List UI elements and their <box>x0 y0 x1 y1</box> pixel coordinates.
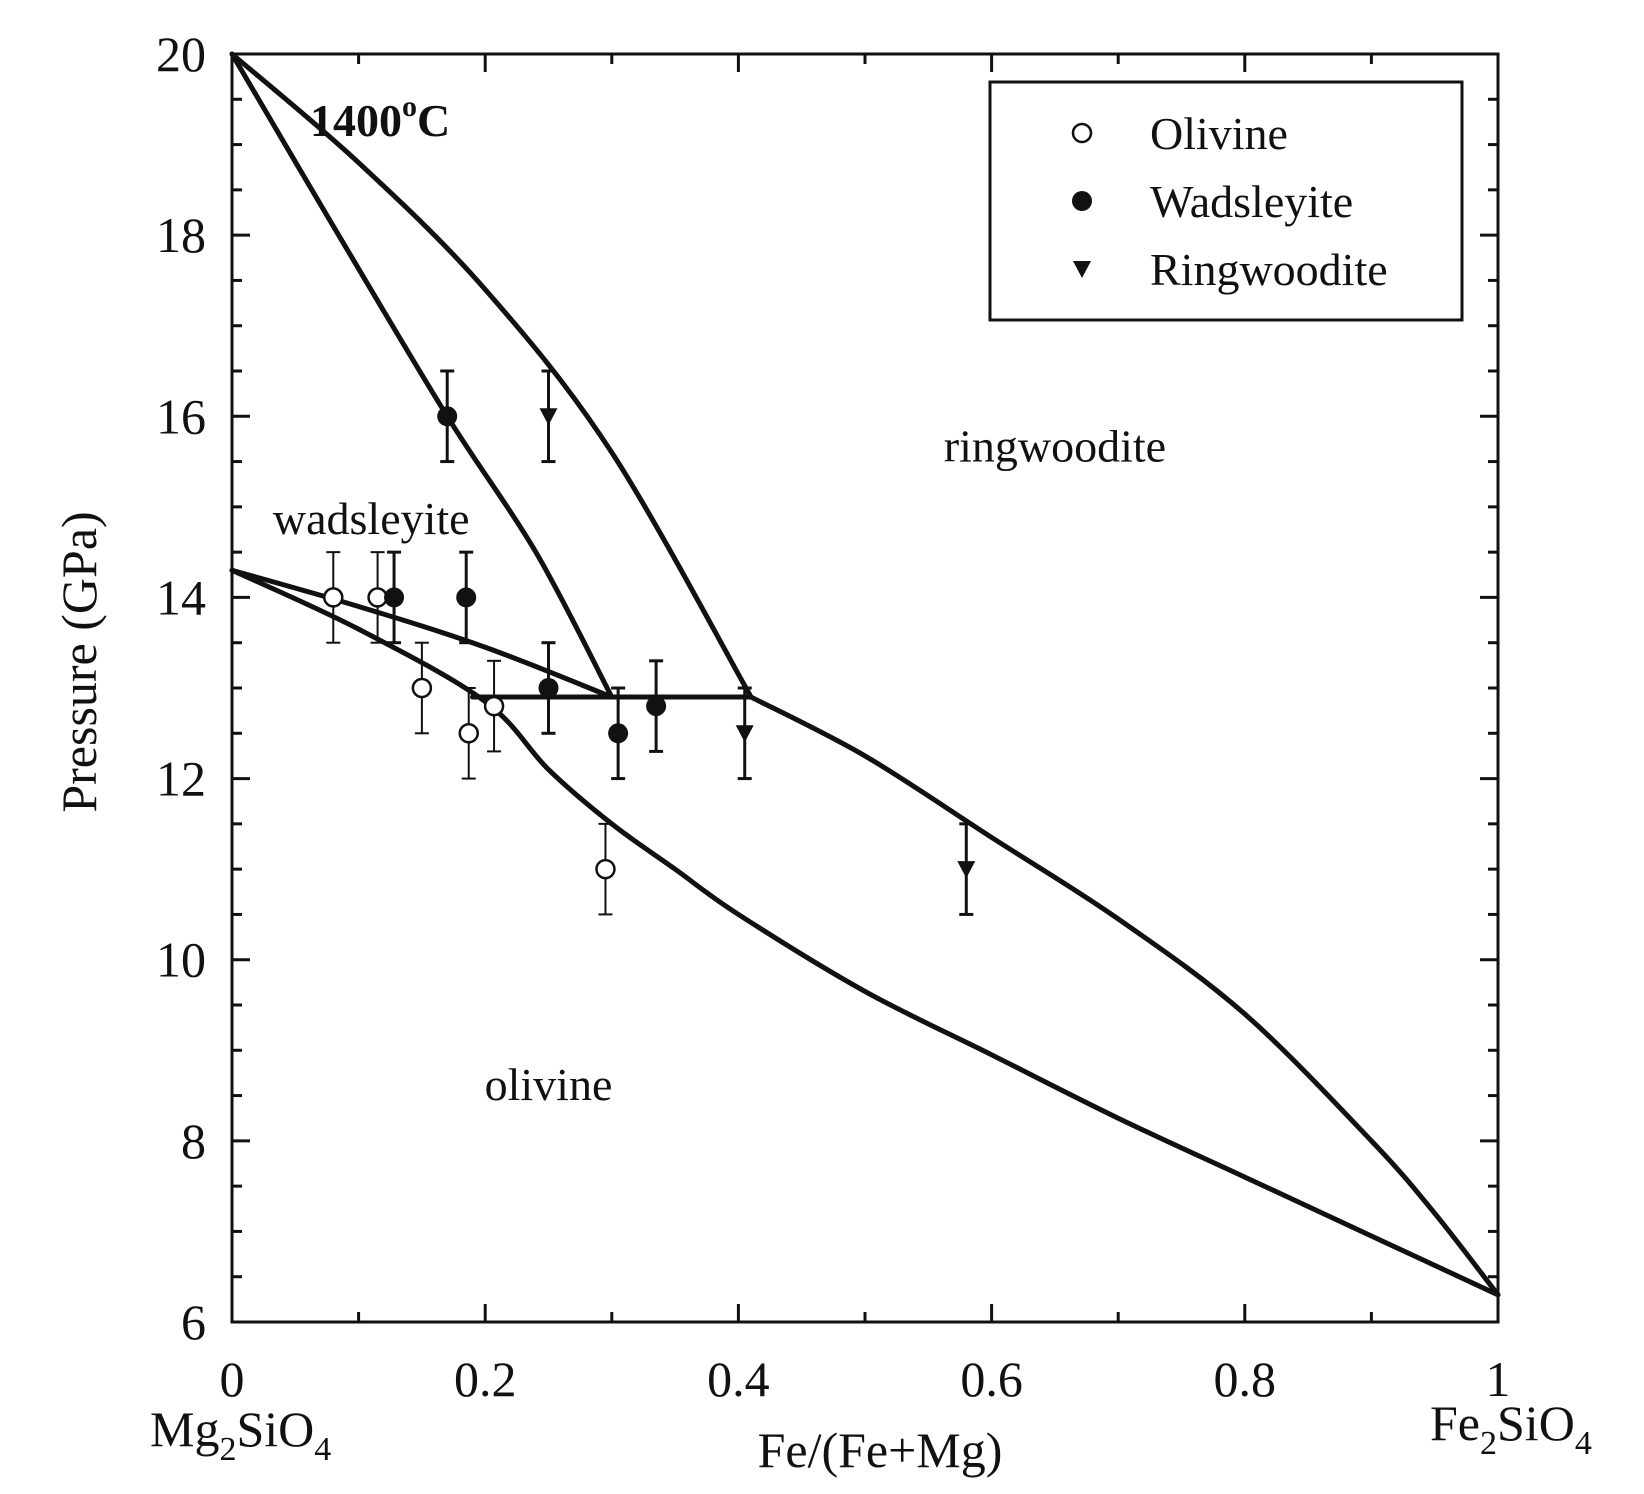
phase-boundary-line <box>229 567 615 700</box>
data-points <box>323 406 976 880</box>
y-tick-label: 16 <box>156 388 206 444</box>
phase-boundary-line <box>748 694 1501 1298</box>
phase-boundary-line <box>229 51 754 700</box>
region-labels: ringwoodite wadsleyite olivine <box>273 421 1166 1111</box>
y-tick-label: 8 <box>181 1113 206 1169</box>
olivine-point <box>458 723 479 744</box>
phase-boundaries <box>229 51 1501 1298</box>
y-tick-label: 20 <box>156 26 206 82</box>
x-tick-label: 0.2 <box>454 1351 517 1407</box>
wadsleyite-point <box>608 723 629 744</box>
axis-ticks <box>230 52 1500 1324</box>
endmember-left: Mg2SiO4 <box>150 1401 331 1468</box>
region-label-wadsleyite: wadsleyite <box>273 493 470 544</box>
phase-boundary-line <box>229 51 615 700</box>
x-axis-label: Fe/(Fe+Mg) <box>758 1422 1003 1478</box>
x-tick-label: 0 <box>220 1351 245 1407</box>
legend: Olivine Wadsleyite Ringwoodite <box>988 80 1464 322</box>
olivine-point <box>1071 122 1093 144</box>
y-tick-label: 12 <box>156 751 206 807</box>
ringwoodite-point <box>957 861 976 879</box>
ringwoodite-point <box>539 408 558 426</box>
ringwoodite-point <box>735 725 754 743</box>
y-tick-label: 18 <box>156 207 206 263</box>
wadsleyite-point <box>646 696 667 717</box>
x-tick-label: 0.8 <box>1214 1351 1277 1407</box>
wadsleyite-point <box>437 406 458 427</box>
olivine-point <box>595 858 616 880</box>
endmember-right: Fe2SiO4 <box>1430 1395 1592 1462</box>
y-tick-label: 10 <box>156 932 206 988</box>
y-tick-label: 6 <box>181 1294 206 1350</box>
region-label-ringwoodite: ringwoodite <box>944 421 1166 472</box>
x-tick-label: 0.6 <box>960 1351 1023 1407</box>
x-tick-label: 0.4 <box>707 1351 770 1407</box>
legend-label: Olivine <box>1150 108 1288 159</box>
legend-label: Wadsleyite <box>1150 176 1353 227</box>
wadsleyite-point <box>538 678 559 698</box>
x-tick-label: 1 <box>1486 1351 1511 1407</box>
wadsleyite-point <box>456 587 477 608</box>
legend-label: Ringwoodite <box>1150 244 1388 295</box>
olivine-point <box>323 587 344 608</box>
error-bars <box>326 369 974 916</box>
olivine-point <box>483 695 505 717</box>
olivine-point <box>367 587 388 608</box>
ringwoodite-point <box>1073 261 1091 278</box>
y-axis-label: Pressure (GPa) <box>51 511 107 812</box>
region-label-olivine: olivine <box>485 1059 613 1110</box>
temperature-annotation: 1400oC <box>310 90 450 146</box>
phase-boundary-line <box>229 567 1501 1298</box>
olivine-point <box>411 677 433 699</box>
y-tick-label: 14 <box>156 569 206 625</box>
wadsleyite-point <box>1072 191 1092 211</box>
legend-box <box>988 80 1464 322</box>
wadsleyite-point <box>384 587 405 608</box>
